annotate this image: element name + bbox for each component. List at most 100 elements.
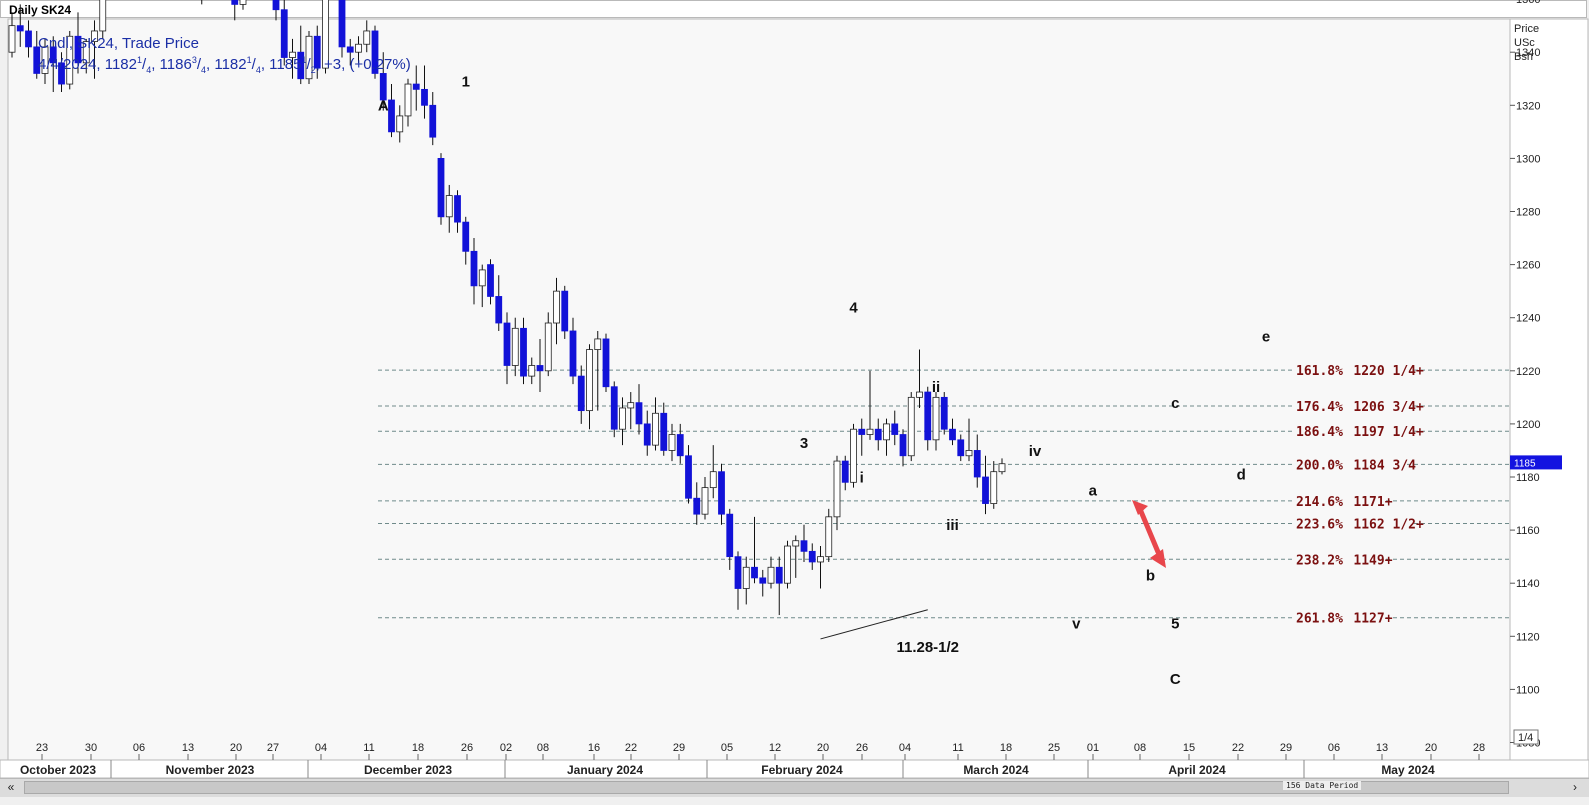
candle-body — [899, 434, 907, 457]
x-tick-label: 26 — [461, 742, 473, 754]
x-tick-label: 29 — [1280, 742, 1292, 754]
candle-body — [429, 104, 437, 138]
y-tick-label: 1100 — [1516, 684, 1540, 696]
candle-body — [701, 487, 709, 515]
candle-body — [767, 566, 775, 584]
scroll-right-icon[interactable]: › — [1573, 780, 1577, 794]
candle-body — [742, 566, 750, 589]
candle-body — [883, 423, 890, 441]
y-tick-label: 1120 — [1516, 631, 1540, 643]
month-label: November 2023 — [166, 763, 255, 777]
candle-body — [973, 450, 981, 478]
wave-label: iv — [1029, 443, 1042, 460]
wave-label: 3 — [800, 435, 808, 452]
candle-body — [635, 402, 643, 425]
candle-body — [346, 46, 354, 53]
candle-body — [602, 338, 610, 388]
candle-body — [784, 545, 791, 584]
candle-body — [759, 577, 767, 584]
wave-label: c — [1171, 395, 1179, 412]
scrollbar-thumb[interactable] — [24, 781, 1509, 794]
candle-body — [907, 396, 915, 457]
header-date: 4/4/2024 — [38, 56, 97, 73]
x-tick-label: 05 — [721, 742, 733, 754]
low-pointer-line — [820, 609, 928, 640]
candle-body — [511, 327, 519, 366]
fib-pct-label: 176.4% — [1296, 400, 1343, 415]
candle-body — [536, 365, 544, 372]
candle-body — [957, 439, 965, 457]
x-tick-label: 26 — [856, 742, 868, 754]
candle-body — [932, 396, 940, 441]
candle-body — [800, 540, 808, 552]
candle-body — [586, 349, 593, 412]
candle-body — [940, 396, 948, 430]
candle-body — [305, 35, 313, 80]
fib-label-bg — [1294, 456, 1406, 472]
x-tick-label: 29 — [673, 742, 685, 754]
price-axis-panel — [1509, 18, 1589, 761]
candle-body — [734, 556, 742, 589]
projection-arrow-head — [1150, 549, 1166, 568]
x-tick-label: 18 — [412, 742, 424, 754]
y-tick-label: 1200 — [1516, 419, 1540, 431]
wave-label: b — [1146, 568, 1155, 585]
y-tick-label: 1260 — [1516, 260, 1540, 272]
projection-arrow-tail — [1132, 500, 1148, 515]
candle-body — [817, 556, 824, 563]
candle-body — [528, 365, 536, 377]
x-tick-label: 04 — [315, 742, 327, 754]
candle-body — [478, 269, 486, 287]
candle-body — [231, 0, 239, 5]
candle-body — [676, 434, 684, 457]
y-axis-title: USc — [1514, 37, 1535, 49]
y-tick-label: 1240 — [1516, 313, 1540, 325]
candle-body — [520, 327, 527, 377]
candle-body — [74, 35, 82, 64]
header-change-pct: (+0.27%) — [349, 56, 411, 73]
y-tick-label: 1280 — [1516, 207, 1540, 219]
candle-body — [982, 476, 989, 504]
candle-body — [685, 455, 692, 499]
candle-body — [643, 423, 651, 446]
header-high: 1186 — [159, 56, 192, 73]
last-price-label: 1185 — [1514, 458, 1536, 469]
candle-body — [990, 471, 998, 504]
candle-body — [775, 566, 783, 584]
horizontal-scrollbar[interactable]: « 156 Data Period › — [0, 778, 1589, 797]
month-label: May 2024 — [1381, 763, 1435, 777]
x-tick-label: 30 — [85, 742, 97, 754]
y-tick-label: 1140 — [1516, 578, 1540, 590]
fib-price-label: 1197 1/4+ — [1353, 425, 1424, 440]
wave-label: 1 — [462, 74, 470, 91]
candle-body — [660, 412, 668, 451]
x-tick-label: 23 — [36, 742, 48, 754]
data-period-label: 156 Data Period — [1283, 781, 1362, 790]
candle-body — [594, 338, 602, 350]
candle-body — [544, 322, 552, 372]
y-axis-title: Price — [1514, 23, 1539, 35]
x-tick-label: 12 — [769, 742, 781, 754]
x-tick-label: 28 — [1473, 742, 1485, 754]
x-tick-label: 11 — [952, 742, 963, 754]
last-price-tag — [1510, 455, 1562, 470]
candle-body — [239, 0, 247, 5]
wave-label: v — [1072, 615, 1081, 632]
wave-label: C — [1170, 671, 1181, 688]
candle-body — [916, 391, 923, 398]
fib-pct-label: 223.6% — [1296, 517, 1343, 532]
candle-body — [322, 0, 329, 69]
fib-pct-label: 214.6% — [1296, 495, 1343, 510]
fib-pct-label: 238.2% — [1296, 553, 1343, 568]
wave-label: iii — [946, 517, 959, 534]
candle-body — [792, 540, 800, 547]
x-tick-label: 08 — [537, 742, 549, 754]
candle-body — [693, 497, 701, 515]
candle-body — [66, 35, 74, 85]
y-tick-label: 1180 — [1516, 472, 1540, 484]
scroll-left-icon[interactable]: « — [7, 780, 15, 794]
month-label: February 2024 — [761, 763, 843, 777]
candle-body — [569, 330, 577, 377]
fib-price-label: 1162 1/2+ — [1353, 517, 1424, 532]
